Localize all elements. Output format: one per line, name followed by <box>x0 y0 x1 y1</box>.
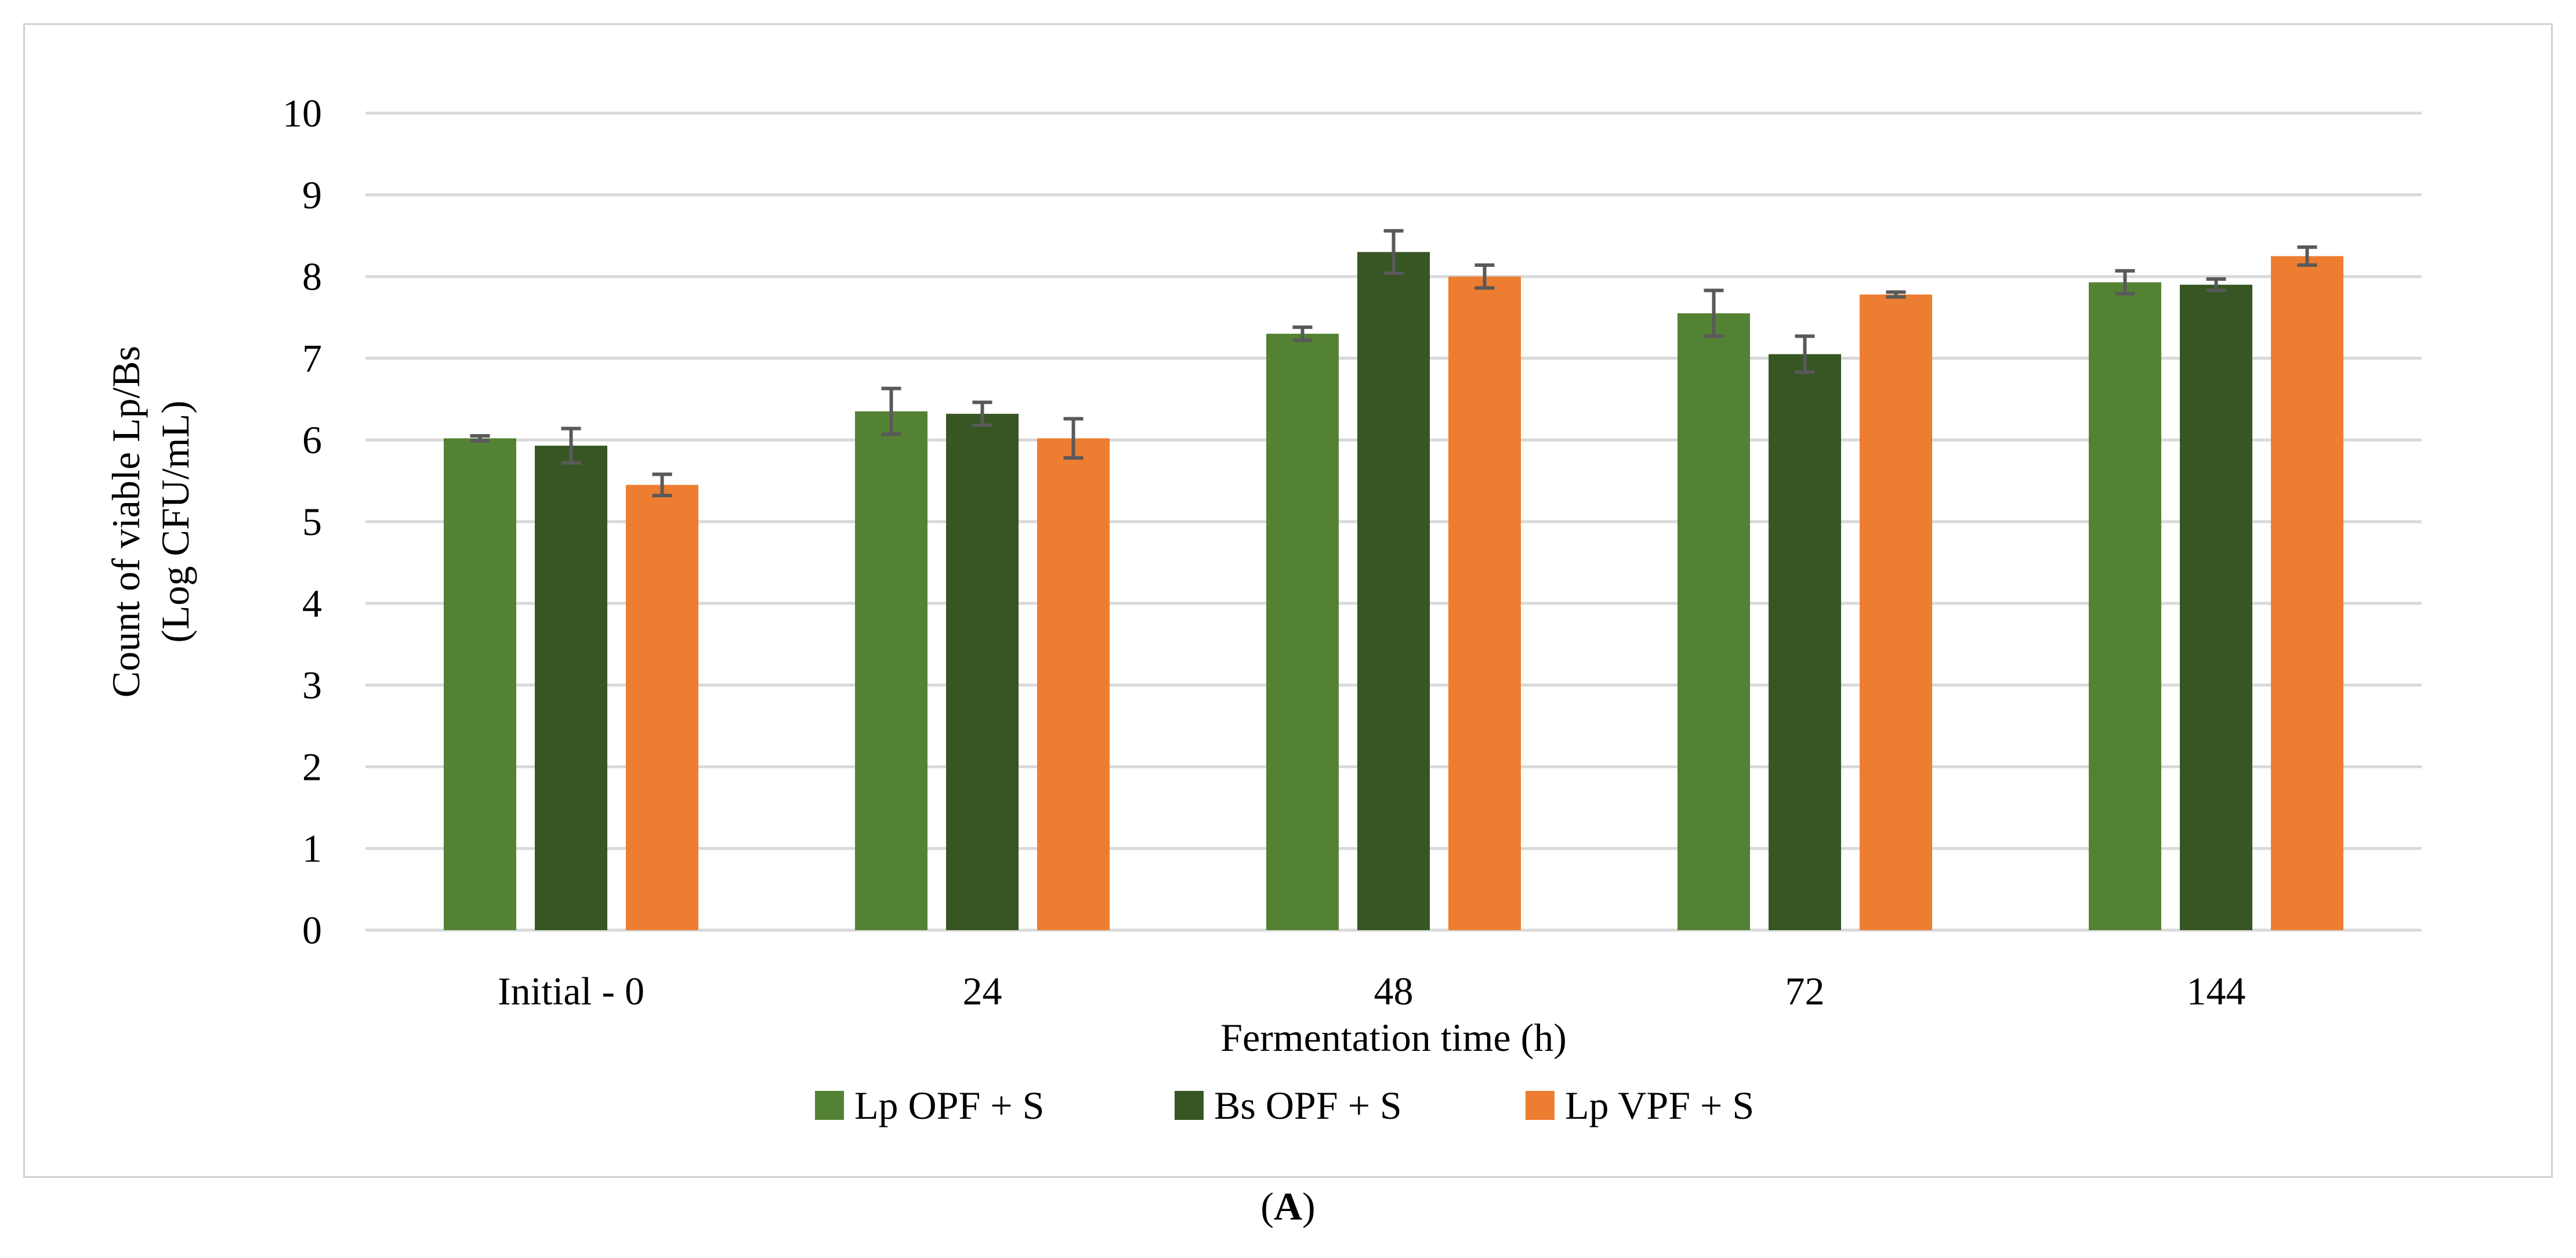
bar <box>2180 284 2252 931</box>
y-tick-label: 6 <box>302 418 322 462</box>
y-tick-label: 9 <box>302 173 322 217</box>
bar <box>444 438 516 930</box>
y-axis-title: (Log CFU/mL) <box>153 400 197 642</box>
y-axis-title: Count of viable Lp/Bs <box>104 346 148 697</box>
x-tick-label: 48 <box>1374 969 1414 1013</box>
panel-paren-close: ) <box>1302 1184 1316 1228</box>
x-tick-label: 24 <box>963 969 1002 1013</box>
bar <box>1769 354 1841 930</box>
bar <box>2271 256 2343 930</box>
x-axis-title: Fermentation time (h) <box>1220 1015 1567 1060</box>
panel-letter: A <box>1273 1184 1303 1228</box>
legend-swatch <box>815 1091 844 1120</box>
bar <box>1448 276 1521 931</box>
bar <box>1678 313 1750 931</box>
bar <box>1037 438 1110 930</box>
bar <box>1357 252 1430 930</box>
bar <box>855 411 927 930</box>
y-tick-label: 5 <box>302 500 322 544</box>
y-tick-label: 0 <box>302 908 322 952</box>
legend-label: Lp OPF + S <box>854 1083 1044 1127</box>
bar <box>535 446 607 930</box>
x-tick-label: 72 <box>1785 969 1825 1013</box>
y-tick-label: 4 <box>302 581 322 626</box>
bar <box>626 485 698 930</box>
bar <box>1860 294 1932 931</box>
x-tick-label: 144 <box>2187 969 2246 1013</box>
legend-swatch <box>1526 1091 1555 1120</box>
bar <box>1266 334 1339 931</box>
bar <box>2089 282 2161 930</box>
y-tick-label: 8 <box>302 255 322 299</box>
legend-label: Bs OPF + S <box>1214 1083 1402 1127</box>
legend-label: Lp VPF + S <box>1565 1083 1754 1127</box>
legend-swatch <box>1175 1091 1204 1120</box>
y-tick-label: 7 <box>302 336 322 380</box>
y-tick-label: 3 <box>302 663 322 707</box>
panel-paren-open: ( <box>1260 1184 1274 1228</box>
y-tick-label: 2 <box>302 744 322 789</box>
y-tick-label: 10 <box>282 91 322 135</box>
x-tick-label: Initial - 0 <box>498 969 644 1013</box>
y-tick-label: 1 <box>302 826 322 870</box>
panel-label: (A) <box>0 1184 2576 1230</box>
bar <box>946 414 1019 930</box>
